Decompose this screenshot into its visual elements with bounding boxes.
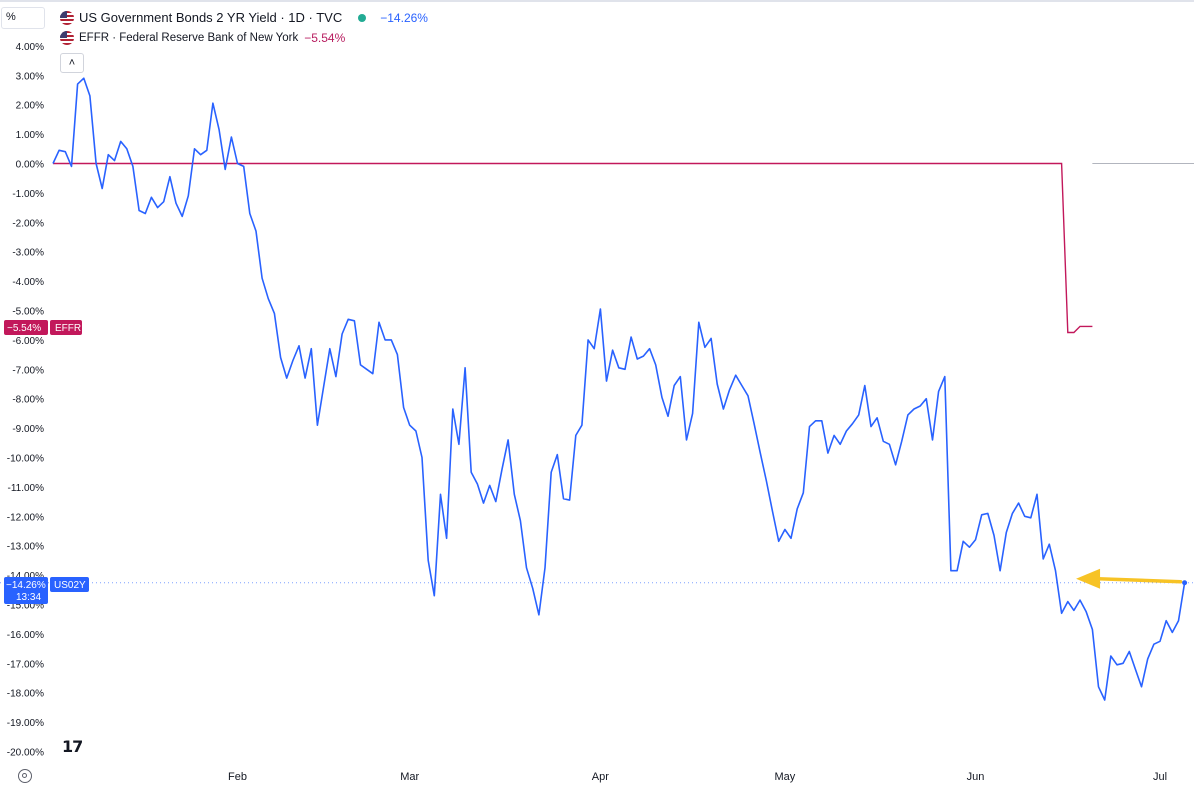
y-tick-label: -1.00% [12, 189, 44, 200]
y-tick-label: -17.00% [7, 659, 44, 670]
effr-badge: −5.54% EFFR [4, 320, 82, 335]
y-tick-label: 2.00% [16, 101, 44, 112]
arrow-shaft [1096, 576, 1183, 584]
y-tick-label: -20.00% [7, 748, 44, 759]
legend-row-effr[interactable]: EFFR · Federal Reserve Bank of New York … [60, 28, 428, 48]
y-tick-label: 3.00% [16, 71, 44, 82]
us02y-badge-value: −14.26% [6, 580, 46, 591]
y-tick-label: -16.00% [7, 630, 44, 641]
x-tick-label: Jun [967, 771, 985, 783]
y-tick-label: -5.00% [12, 307, 44, 318]
x-tick-label: Jul [1153, 771, 1167, 783]
legend-effr-title: EFFR · Federal Reserve Bank of New York [79, 32, 299, 44]
us02y-badge-countdown: 13:34 [16, 592, 41, 603]
arrow-head [1076, 568, 1101, 589]
us-flag-icon [60, 31, 74, 45]
y-tick-label: 1.00% [16, 130, 44, 141]
y-tick-label: -4.00% [12, 277, 44, 288]
x-tick-label: Apr [592, 771, 609, 783]
y-tick-label: -10.00% [7, 454, 44, 465]
legend-effr-value: −5.54% [304, 31, 346, 45]
y-tick-label: 4.00% [16, 42, 44, 53]
legend-row-us02y[interactable]: US Government Bonds 2 YR Yield · 1D · TV… [60, 8, 428, 28]
us-flag-icon [60, 11, 74, 25]
legend-us02y-value: −14.26% [380, 11, 428, 25]
market-status-dot-icon [358, 14, 367, 22]
y-tick-label: -12.00% [7, 512, 44, 523]
x-tick-label: Mar [400, 771, 419, 783]
y-tick-label: -11.00% [7, 483, 44, 494]
y-tick-label: -13.00% [7, 542, 44, 553]
y-tick-label: -19.00% [7, 718, 44, 729]
tradingview-logo[interactable]: 17 [62, 737, 83, 756]
x-axis: FebMarAprMayJunJulAugSepOct [228, 771, 1167, 783]
series-line-effr [53, 162, 1093, 334]
effr-badge-label: EFFR [55, 323, 81, 334]
effr-badge-value: −5.54% [7, 323, 41, 334]
y-tick-label: -18.00% [7, 689, 44, 700]
y-tick-label: -7.00% [12, 365, 44, 376]
y-tick-label: -8.00% [12, 395, 44, 406]
y-tick-label: -6.00% [12, 336, 44, 347]
collapse-legend-button[interactable]: ˄ [60, 53, 84, 73]
y-tick-label: 0.00% [16, 160, 44, 171]
y-tick-label: -15.00% [7, 601, 44, 612]
x-tick-label: Feb [228, 771, 247, 783]
y-tick-label: -14.00% [7, 571, 44, 582]
series-line-us02y [52, 77, 1186, 701]
y-tick-label: -3.00% [12, 248, 44, 259]
annotation-arrow[interactable] [1076, 568, 1183, 589]
y-tick-label: -9.00% [12, 424, 44, 435]
gear-icon[interactable] [18, 769, 32, 783]
x-tick-label: May [774, 771, 795, 783]
scale-selector[interactable]: % [1, 7, 45, 29]
top-border [0, 0, 1194, 2]
us02y-last-point [1182, 580, 1188, 586]
us02y-badge: −14.26% 13:34 US02Y [4, 577, 89, 604]
y-axis: 4.00% 3.00% 2.00% 1.00% 0.00% -1.00% -2.00% -3.… [7, 42, 44, 759]
legend-us02y-title: US Government Bonds 2 YR Yield · 1D · TV… [79, 10, 343, 25]
y-tick-label: -2.00% [12, 218, 44, 229]
us02y-badge-label: US02Y [54, 580, 86, 591]
chart-legend: US Government Bonds 2 YR Yield · 1D · TV… [60, 8, 428, 48]
